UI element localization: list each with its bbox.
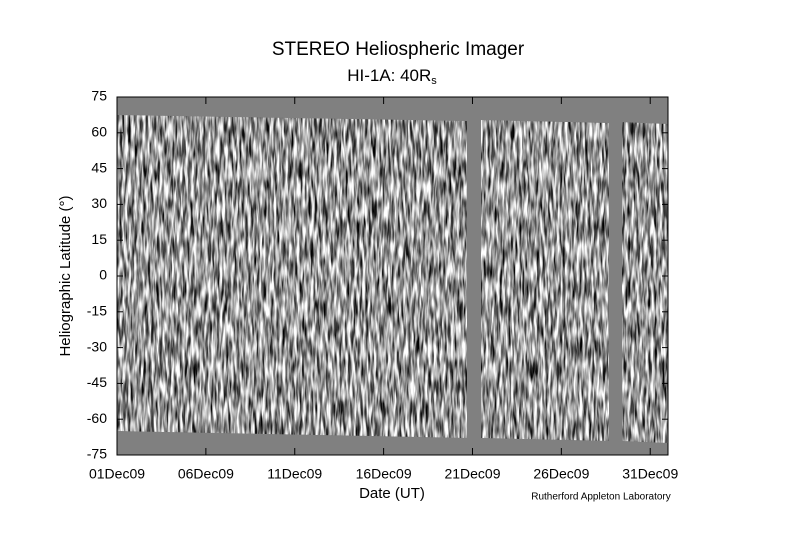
chart-title: STEREO Heliospheric Imager: [272, 39, 525, 60]
y-tick-label: -15: [87, 303, 107, 319]
x-axis-label: Date (UT): [359, 485, 425, 502]
y-tick-label: 45: [91, 159, 107, 175]
x-tick-label: 06Dec09: [178, 466, 234, 482]
y-axis-label: Heliographic Latitude (°): [57, 195, 74, 356]
y-tick-label: -45: [87, 374, 107, 390]
x-tick-label: 26Dec09: [533, 466, 589, 482]
y-tick-label: 0: [99, 267, 107, 283]
chart-subtitle: HI-1A: 40Rs: [347, 66, 437, 86]
y-tick-label: 30: [91, 195, 107, 211]
x-tick-label: 16Dec09: [356, 466, 412, 482]
y-tick-label: 75: [91, 88, 107, 104]
x-tick-label: 31Dec09: [622, 466, 678, 482]
credit: Rutherford Appleton Laboratory: [531, 492, 671, 503]
x-tick-label: 21Dec09: [444, 466, 500, 482]
image-light-streaks: [117, 115, 668, 443]
subtitle-main: HI-1A: 40R: [347, 66, 431, 85]
y-tick-label: -75: [87, 446, 107, 462]
x-tick-label: 01Dec09: [89, 466, 145, 482]
x-tick-label: 11Dec09: [267, 466, 322, 482]
y-tick-label: 15: [91, 231, 107, 247]
y-tick-label: -60: [87, 410, 107, 426]
subtitle-subscript: s: [431, 75, 437, 87]
y-tick-label: -30: [87, 338, 107, 354]
y-tick-label: 60: [91, 124, 107, 140]
image-data: [117, 115, 668, 443]
